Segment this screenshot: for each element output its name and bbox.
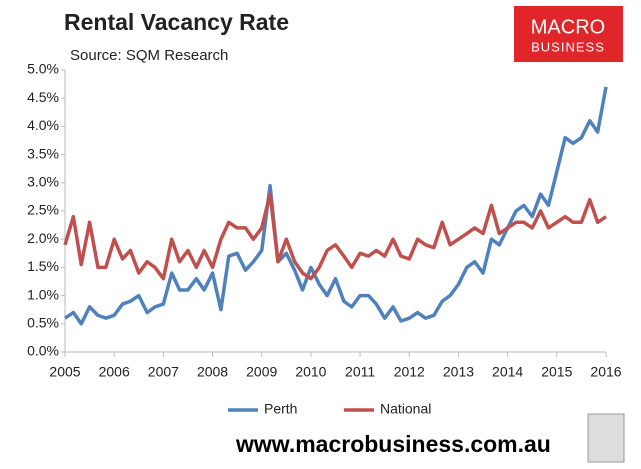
y-tick-label: 2.0% bbox=[27, 230, 59, 246]
x-tick-label: 2008 bbox=[197, 364, 228, 380]
y-tick-label: 4.5% bbox=[27, 89, 59, 105]
footer: www.macrobusiness.com.au bbox=[235, 431, 551, 457]
y-tick-label: 4.0% bbox=[27, 117, 59, 133]
logo-text: BUSINESS bbox=[531, 39, 605, 54]
y-tick-label: 3.0% bbox=[27, 174, 59, 190]
x-tick-label: 2011 bbox=[345, 364, 375, 380]
x-tick-label: 2016 bbox=[590, 364, 621, 380]
x-tick-label: 2012 bbox=[394, 364, 425, 380]
series-line bbox=[64, 86, 608, 326]
x-tick-label: 2014 bbox=[492, 364, 523, 380]
y-tick-label: 0.5% bbox=[27, 315, 59, 331]
x-tick-label: 2009 bbox=[246, 364, 277, 380]
logo-icon bbox=[587, 413, 625, 463]
y-tick-label: 1.0% bbox=[27, 286, 59, 302]
legend-label: Perth bbox=[264, 401, 297, 417]
x-tick-label: 2015 bbox=[541, 364, 572, 380]
logo-box bbox=[514, 6, 623, 62]
series-line bbox=[63, 192, 607, 281]
x-tick-label: 2006 bbox=[99, 364, 130, 380]
x-tick-label: 2010 bbox=[295, 364, 326, 380]
logo-text: MACRO bbox=[531, 16, 605, 38]
y-tick-label: 1.5% bbox=[27, 258, 59, 274]
chart-title: Rental Vacancy Rate bbox=[64, 9, 289, 35]
chart-subtitle: Source: SQM Research bbox=[70, 47, 228, 64]
x-tick-label: 2013 bbox=[443, 364, 474, 380]
y-tick-label: 3.5% bbox=[27, 145, 59, 161]
legend-label: National bbox=[380, 401, 431, 417]
y-tick-label: 0.0% bbox=[27, 343, 59, 359]
y-tick-label: 2.5% bbox=[27, 202, 59, 218]
x-tick-label: 2005 bbox=[49, 364, 80, 380]
x-tick-label: 2007 bbox=[148, 364, 179, 380]
y-tick-label: 5.0% bbox=[27, 61, 59, 77]
